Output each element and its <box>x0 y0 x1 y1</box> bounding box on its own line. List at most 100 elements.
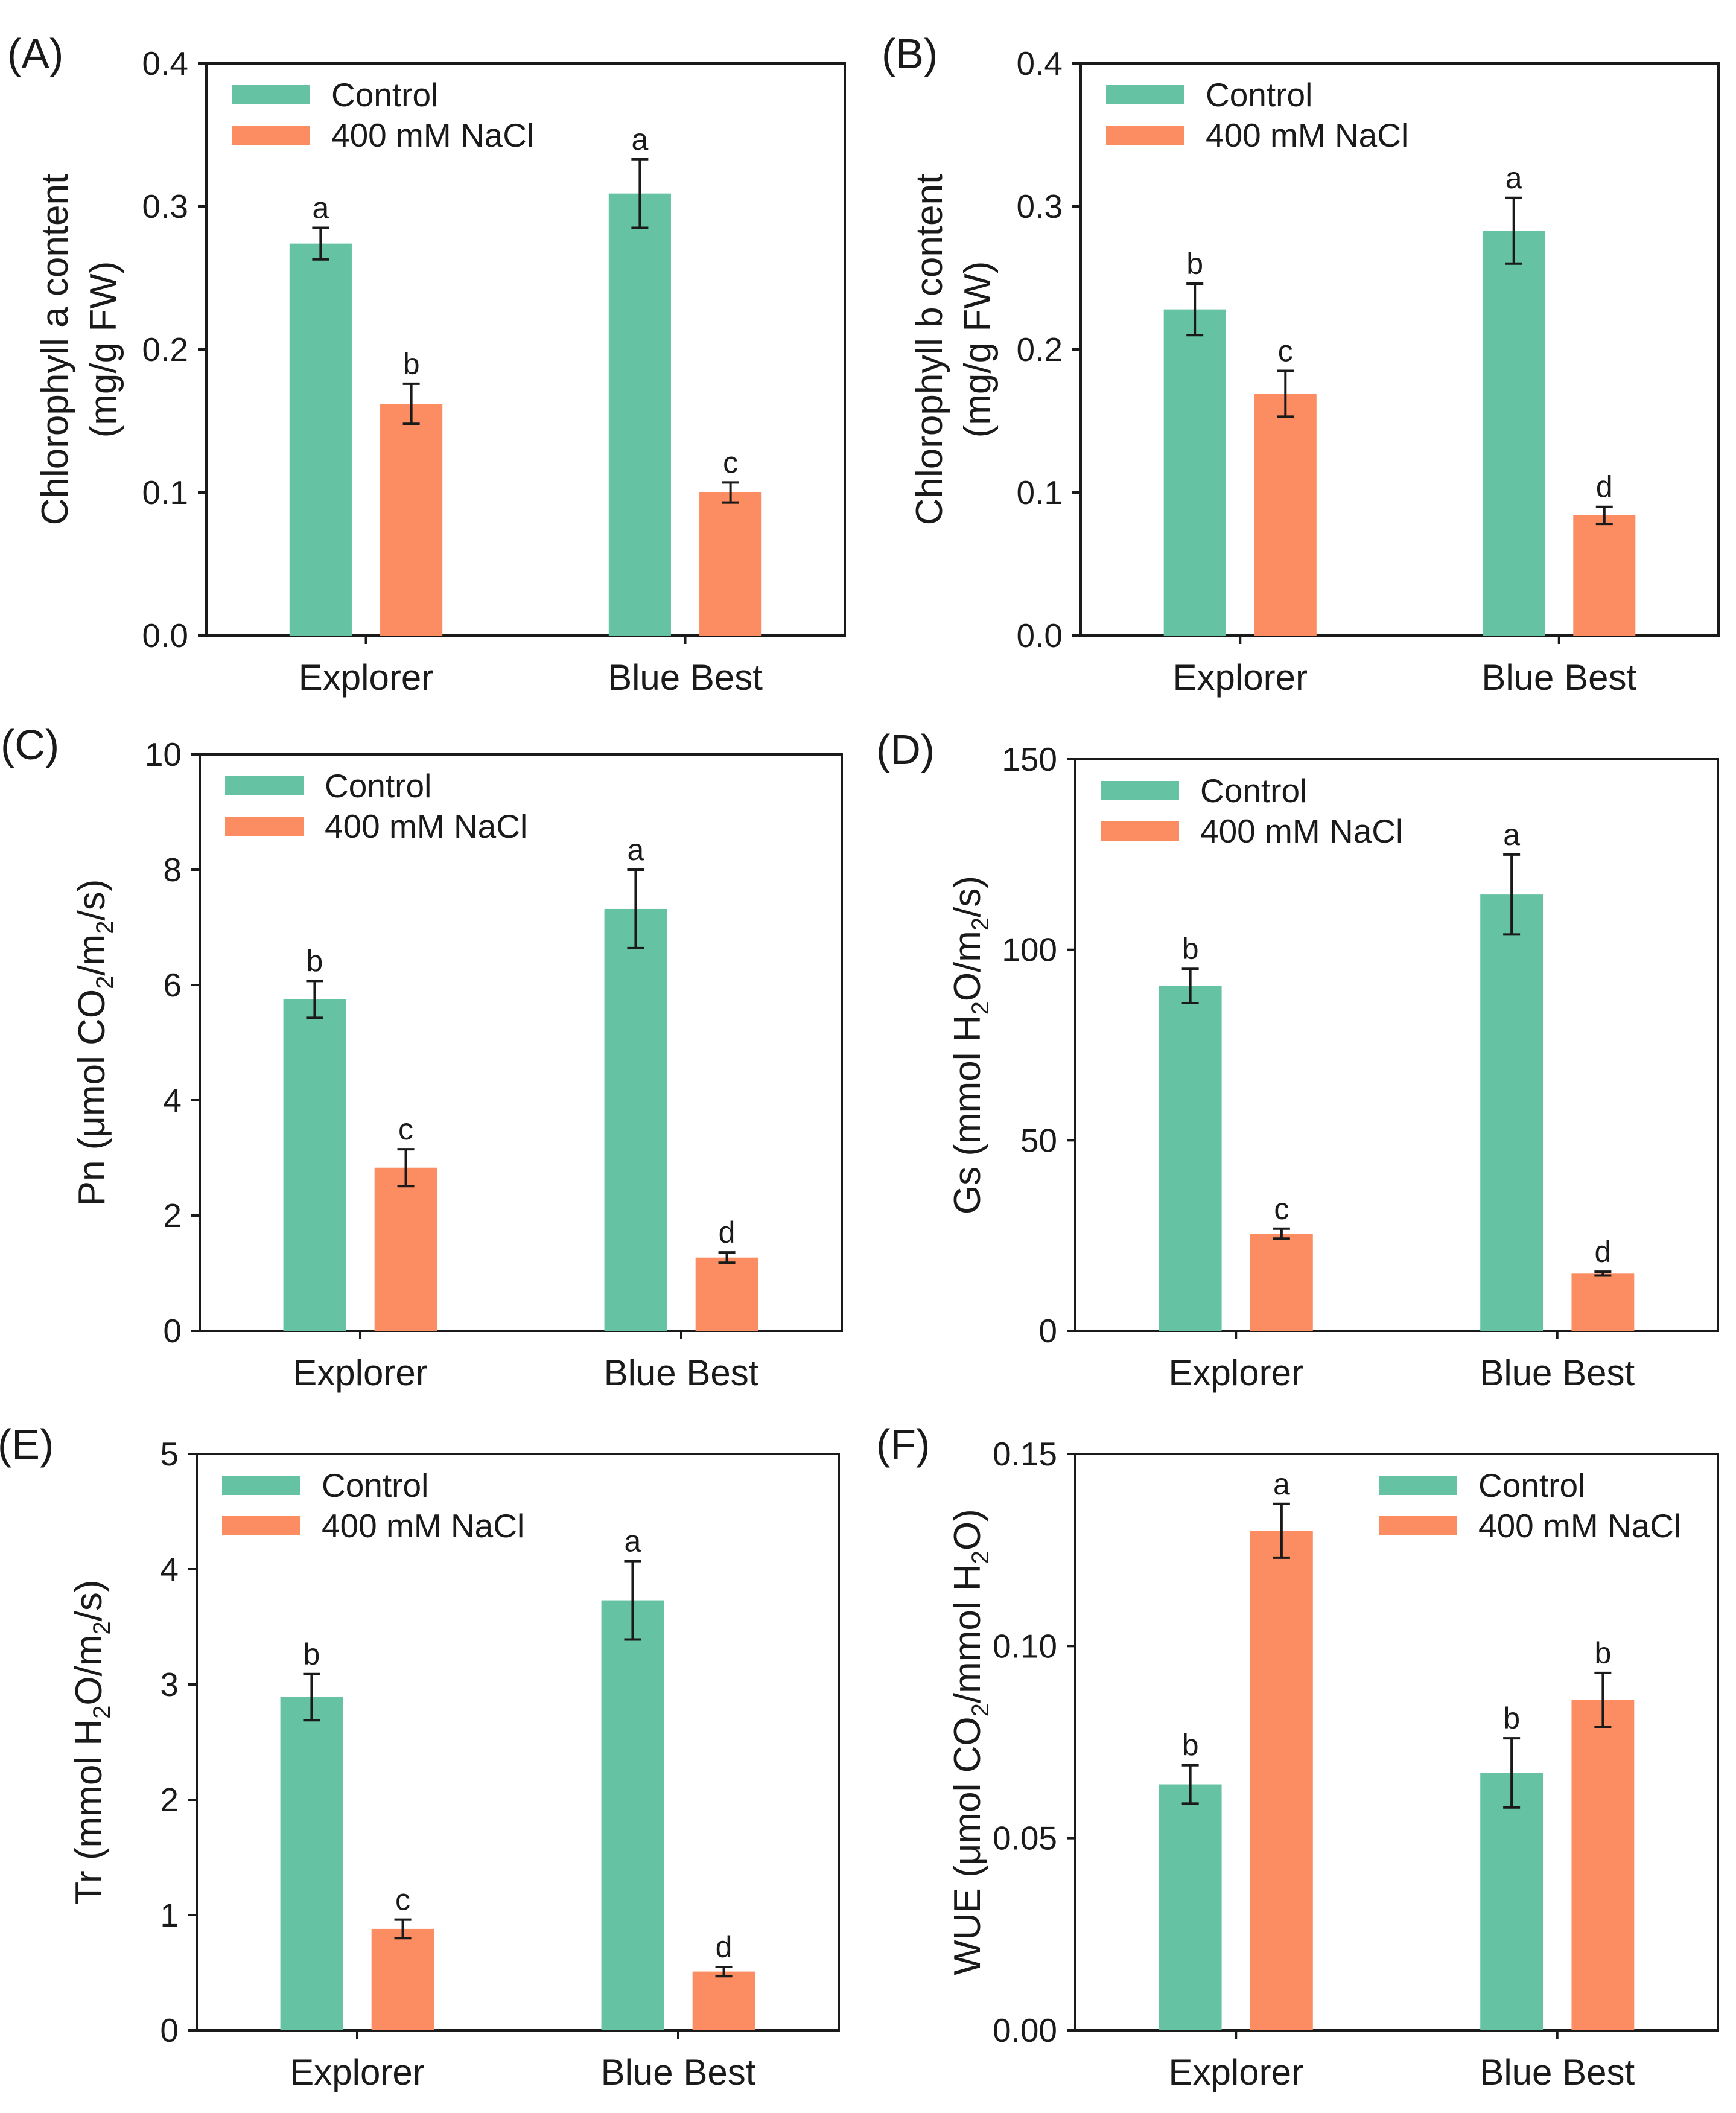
bar <box>608 193 671 636</box>
y-tick-label: 100 <box>1002 931 1057 969</box>
y-tick-label: 2 <box>160 1781 179 1818</box>
bar <box>1480 894 1544 1331</box>
significance-letter: b <box>1503 1701 1520 1735</box>
legend-swatch <box>222 1476 300 1495</box>
subscript: 2 <box>967 917 994 931</box>
legend-swatch <box>222 1516 300 1535</box>
y-tick-label: 0.10 <box>993 1627 1057 1665</box>
legend-label: Control <box>325 767 431 805</box>
y-axis-title: Gs (mmol H2O/m2/s) <box>947 876 994 1214</box>
legend-label: Control <box>331 76 438 113</box>
panel-label: (A) <box>7 30 63 77</box>
legend-label: 400 mM NaCl <box>331 116 534 154</box>
significance-letter: c <box>1274 1192 1289 1226</box>
y-tick-label: 0 <box>163 1312 182 1350</box>
y-tick-label: 2 <box>163 1197 182 1234</box>
y-axis-title: WUE (μmol CO2/mmol H2O) <box>947 1509 994 1975</box>
y-tick-label: 10 <box>145 736 182 773</box>
significance-letter: b <box>1594 1636 1611 1670</box>
y-tick-label: 0 <box>1038 1312 1057 1350</box>
y-axis-title-part: Tr (mmol H <box>68 1719 110 1905</box>
y-tick-label: 3 <box>160 1666 179 1703</box>
legend-swatch <box>232 85 310 104</box>
y-tick-label: 0.15 <box>993 1435 1057 1473</box>
y-axis-title-part: O/m <box>68 1635 110 1706</box>
bar <box>280 1697 343 2030</box>
subscript: 2 <box>89 1621 115 1634</box>
bar <box>604 908 667 1331</box>
bar <box>1163 309 1226 636</box>
y-axis-title: Chlorophyll a content <box>34 174 76 525</box>
y-axis-title-part: /s) <box>71 879 113 921</box>
legend-label: Control <box>1478 1467 1585 1504</box>
panel-label: (F) <box>876 1421 930 1468</box>
bar <box>1250 1531 1313 2030</box>
y-axis-title: (mg/g FW) <box>83 261 124 438</box>
bar <box>283 999 346 1331</box>
legend-swatch <box>225 776 304 795</box>
significance-letter: a <box>625 1525 641 1558</box>
legend-swatch <box>1379 1476 1457 1495</box>
significance-letter: c <box>395 1883 410 1917</box>
y-tick-label: 0.3 <box>1017 188 1063 225</box>
legend-label: 400 mM NaCl <box>322 1507 524 1544</box>
y-axis-title-part: Pn (μmol CO <box>71 989 113 1206</box>
x-tick-label: Blue Best <box>1481 657 1636 698</box>
x-tick-label: Explorer <box>1173 657 1308 698</box>
x-tick-label: Explorer <box>299 657 433 698</box>
y-tick-label: 0.0 <box>142 617 188 654</box>
legend-swatch <box>1379 1516 1457 1535</box>
legend-swatch <box>1101 821 1179 841</box>
significance-letter: d <box>1596 470 1613 504</box>
y-axis-title-part: /mmol H <box>947 1564 988 1703</box>
significance-letter: a <box>631 123 648 156</box>
significance-letter: b <box>307 944 323 978</box>
legend-label: 400 mM NaCl <box>325 808 527 845</box>
significance-letter: a <box>628 833 644 867</box>
bar <box>1159 986 1222 1331</box>
bar <box>289 243 352 636</box>
legend-label: Control <box>1206 76 1312 113</box>
legend-label: 400 mM NaCl <box>1200 812 1403 850</box>
significance-letter: b <box>304 1637 320 1671</box>
y-axis-title-part: /s) <box>68 1579 110 1621</box>
x-tick-label: Explorer <box>1169 2052 1303 2092</box>
significance-letter: b <box>1182 1729 1199 1762</box>
y-axis-title-part: O/m <box>947 931 988 1001</box>
y-tick-label: 0 <box>160 2012 179 2049</box>
x-tick-label: Explorer <box>290 2052 424 2092</box>
y-tick-label: 50 <box>1020 1121 1057 1159</box>
y-tick-label: 0.1 <box>1017 474 1063 511</box>
significance-letter: a <box>1273 1467 1290 1501</box>
y-axis-title-part: /m <box>71 934 113 976</box>
y-axis-title: (mg/g FW) <box>957 261 999 438</box>
y-tick-label: 0.3 <box>142 188 188 225</box>
significance-letter: a <box>1505 161 1522 195</box>
y-axis-title-part: Gs (mmol H <box>947 1015 988 1214</box>
bar <box>699 492 762 636</box>
plot-frame <box>196 1453 840 2032</box>
bar <box>371 1928 434 2030</box>
y-tick-label: 0.4 <box>1017 45 1063 82</box>
y-tick-label: 0.2 <box>1017 331 1063 368</box>
bar <box>380 404 443 636</box>
significance-letter: d <box>1594 1235 1611 1269</box>
legend-swatch <box>1101 781 1179 800</box>
legend-swatch <box>1106 126 1184 145</box>
panel-b: 0.0 0.1 0.2 0.3 0.4 Explorer b c Blue Best a d Cont… <box>882 30 1720 698</box>
subscript: 2 <box>967 1550 994 1564</box>
bar <box>601 1600 664 2030</box>
y-tick-label: 150 <box>1002 741 1057 778</box>
legend-label: Control <box>322 1467 428 1504</box>
y-tick-label: 0.1 <box>142 474 188 511</box>
y-axis-title-part: O) <box>947 1509 988 1550</box>
bar <box>692 1971 755 2030</box>
significance-letter: b <box>403 347 420 381</box>
bar <box>1571 1273 1635 1331</box>
panel-label: (B) <box>882 30 938 77</box>
legend-swatch <box>1106 85 1184 104</box>
plot-frame <box>1074 1453 1719 2032</box>
subscript: 2 <box>89 1706 115 1719</box>
legend-label: 400 mM NaCl <box>1478 1507 1681 1544</box>
legend-swatch <box>232 126 310 145</box>
